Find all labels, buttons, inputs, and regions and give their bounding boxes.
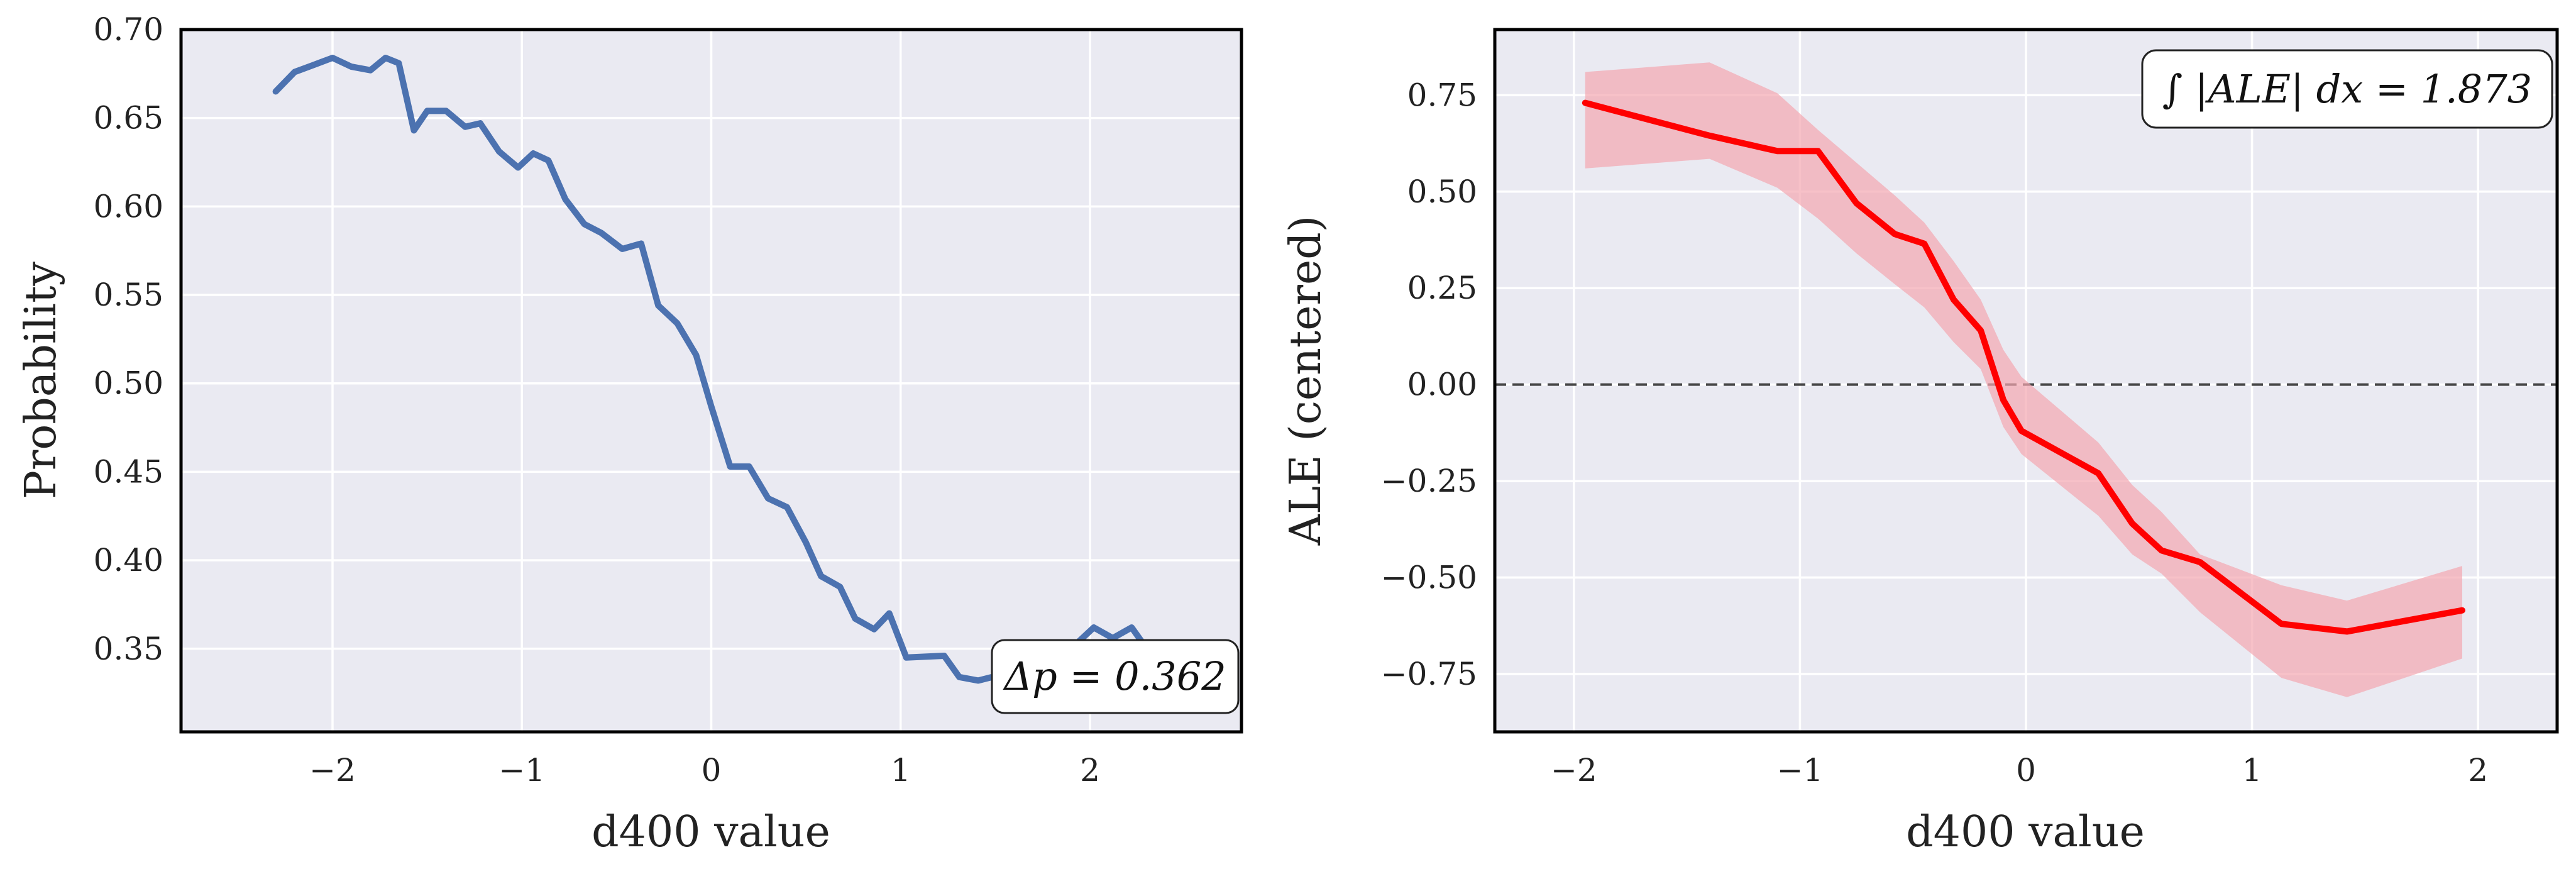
- x-axis-label: d400 value: [1906, 807, 2145, 857]
- y-tick-label: 0.35: [94, 631, 163, 667]
- grid-lines: [181, 28, 1241, 732]
- x-tick-label: 2: [1080, 752, 1100, 788]
- annotation-text: ∫ |ALE| dx = 1.873: [2162, 66, 2532, 112]
- y-tick-label: 0.50: [1407, 174, 1477, 210]
- y-tick-label: 0.65: [94, 100, 163, 136]
- x-tick-label: 2: [2468, 752, 2488, 788]
- x-tick-label: 0: [702, 752, 722, 788]
- annotation-box: Δp = 0.362: [991, 639, 1240, 714]
- y-tick-label: −0.25: [1381, 463, 1477, 499]
- x-tick-label: 0: [2016, 752, 2036, 788]
- data-series: [1495, 62, 2557, 697]
- x-tick-label: −2: [1551, 752, 1597, 788]
- y-tick-label: 0.00: [1407, 367, 1477, 403]
- y-tick-label: 0.40: [94, 542, 163, 578]
- series-line: [1582, 99, 2465, 635]
- x-tick-label: −1: [1777, 752, 1824, 788]
- y-tick-label: 0.25: [1407, 270, 1477, 306]
- y-tick-labels: −0.75 −0.50 −0.25 0.00 0.25 0.50 0.75: [1381, 77, 1477, 692]
- y-tick-label: −0.50: [1381, 560, 1477, 596]
- annotation-frame: [991, 639, 1240, 714]
- y-axis-label: ALE (centered): [1281, 216, 1331, 546]
- y-axis-label: Probability: [16, 262, 66, 499]
- y-tick-label: 0.70: [94, 11, 163, 48]
- confidence-band: [1585, 62, 2462, 697]
- x-tick-labels: −2 −1 0 1 2: [1551, 752, 2488, 788]
- annotation-box: ∫ |ALE| dx = 1.873: [2141, 49, 2553, 129]
- y-tick-label: 0.45: [94, 453, 163, 490]
- annotation-frame: [2141, 49, 2553, 129]
- y-tick-label: 0.75: [1407, 77, 1477, 113]
- annotation-text: Δp = 0.362: [1003, 653, 1226, 699]
- y-tick-label: 0.60: [94, 188, 163, 224]
- plot-frame: [179, 28, 1243, 734]
- plot-frame: [1493, 28, 2559, 734]
- y-tick-label: −0.75: [1381, 656, 1477, 692]
- ale-chart: −0.75−0.50−0.250.000.250.500.75 −2 −1 0 1 2 …: [1281, 28, 2559, 857]
- y-tick-label: 0.55: [94, 277, 163, 313]
- x-tick-labels: −2 −1 0 1 2: [309, 752, 1100, 788]
- y-tick-labels: 0.35 0.40 0.45 0.50 0.55 0.60 0.65 0.70: [94, 11, 163, 667]
- y-tick-label: 0.50: [94, 365, 163, 402]
- x-tick-label: 1: [2242, 752, 2262, 788]
- x-tick-label: −1: [498, 752, 545, 788]
- x-tick-label: 1: [891, 752, 911, 788]
- x-tick-label: −2: [309, 752, 356, 788]
- x-axis-label: d400 value: [592, 807, 830, 857]
- probability-chart: 0.35 0.40 0.45 0.50 0.55 0.60 0.65 0.70 −2 −1 0 1 2…: [16, 11, 1243, 857]
